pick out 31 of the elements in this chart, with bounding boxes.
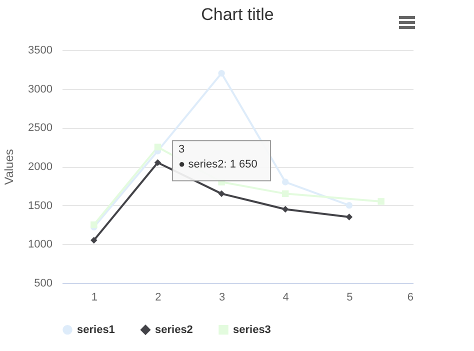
y-tick-label: 500 — [34, 278, 52, 290]
point — [346, 214, 353, 220]
y-tick-label: 3500 — [28, 44, 52, 56]
annotation: 3 ● series2: 1 650 — [178, 144, 258, 171]
x-tick-label: 5 — [346, 292, 353, 304]
y-tick-label: 3000 — [28, 83, 52, 96]
y-axis-title: Values — [2, 149, 16, 185]
point — [218, 190, 225, 198]
x-tick-label: 2 — [155, 292, 162, 304]
y-tick-label: 2000 — [28, 161, 52, 173]
x-tick-label: 1 — [91, 292, 98, 304]
point — [154, 159, 162, 166]
point — [218, 70, 225, 77]
chart-title: Chart title — [201, 5, 274, 24]
point — [282, 178, 289, 186]
legend-label: series1 — [77, 324, 115, 336]
legend-label: series3 — [233, 324, 271, 336]
y-tick-label: 1500 — [28, 200, 52, 212]
point — [378, 198, 384, 205]
x-tick-label: 4 — [282, 292, 289, 304]
point — [346, 202, 353, 209]
y-tick-label: 1000 — [28, 238, 52, 251]
x-tick-label: 6 — [407, 292, 414, 304]
legend-label: series2 — [155, 324, 193, 336]
point — [154, 144, 162, 150]
point — [282, 190, 289, 198]
x-tick-label: 3 — [218, 292, 226, 304]
point — [90, 221, 98, 228]
y-tick-label: 2500 — [28, 122, 52, 134]
point — [90, 236, 98, 244]
point — [282, 206, 289, 213]
